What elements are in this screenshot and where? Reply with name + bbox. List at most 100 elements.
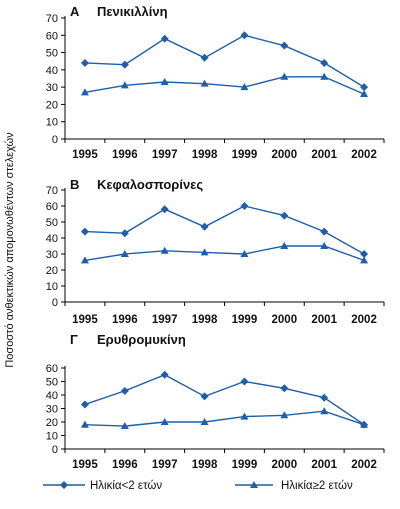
data-point-triangle xyxy=(360,256,369,264)
data-point-diamond xyxy=(200,222,209,231)
data-point-diamond xyxy=(200,392,209,401)
panel-2: B Κεφαλοσπορίνες 0 10 20 30 40 50 60 70 1995 1996 19… xyxy=(46,177,385,326)
series-under2 xyxy=(80,370,369,429)
series-over2 xyxy=(80,407,369,430)
legend-label-under2: Ηλικία<2 ετών xyxy=(90,480,162,492)
data-point-diamond xyxy=(320,58,329,67)
data-point-diamond xyxy=(280,384,289,393)
x-tick-label: 2002 xyxy=(351,459,377,471)
data-point-triangle xyxy=(240,250,249,257)
x-tick-label: 1999 xyxy=(232,459,258,471)
data-point-triangle xyxy=(160,246,169,254)
legend: Ηλικία<2 ετών Ηλικία≥2 ετών xyxy=(43,480,353,492)
y-tick-label: 30 xyxy=(46,404,58,416)
data-point-diamond xyxy=(280,211,289,220)
data-point-diamond xyxy=(240,202,249,210)
x-tick-label: 2001 xyxy=(311,149,337,161)
x-tick-label: 1995 xyxy=(72,149,98,161)
panel-title: Κεφαλοσπορίνες xyxy=(97,177,203,192)
x-tick-label: 1996 xyxy=(112,459,138,471)
y-axis-label: Ποσοστό ανθεκτικών απομονωθέντων στελεχώ… xyxy=(4,132,16,368)
data-point-diamond xyxy=(80,58,89,67)
data-point-triangle xyxy=(240,412,249,420)
panel-letter: A xyxy=(70,4,80,19)
legend-label-over2: Ηλικία≥2 ετών xyxy=(281,480,353,492)
x-tick-label: 1998 xyxy=(192,149,218,161)
x-tick-label: 1997 xyxy=(152,149,178,161)
y-tick-label: 50 xyxy=(46,377,58,389)
panel-letter: B xyxy=(70,177,79,192)
series-line xyxy=(84,205,365,255)
x-tick-label: 2002 xyxy=(351,314,377,326)
data-point-triangle xyxy=(120,422,129,430)
y-tick-label: 40 xyxy=(46,390,58,402)
x-tick-label: 2002 xyxy=(351,149,377,161)
series-over2 xyxy=(80,242,369,264)
data-point-triangle xyxy=(280,72,289,80)
data-point-triangle xyxy=(160,77,169,85)
y-tick-label: 20 xyxy=(46,417,58,429)
y-tick-label: 30 xyxy=(46,82,58,94)
x-tick-label: 1999 xyxy=(232,314,258,326)
data-point-triangle xyxy=(360,420,369,428)
x-tick-label: 1997 xyxy=(152,314,178,326)
data-point-triangle xyxy=(280,411,289,419)
x-tick-label: 2001 xyxy=(311,314,337,326)
series-under2 xyxy=(80,202,369,258)
y-tick-label: 50 xyxy=(46,48,58,60)
data-point-triangle xyxy=(80,256,89,264)
x-tick-label: 1998 xyxy=(192,314,218,326)
series-under2 xyxy=(80,31,369,92)
panel-title: Πενικιλλίνη xyxy=(97,4,168,19)
y-tick-label: 70 xyxy=(46,185,58,197)
data-point-diamond xyxy=(80,227,89,236)
data-point-triangle xyxy=(160,418,169,425)
data-point-diamond xyxy=(240,377,249,386)
data-point-diamond xyxy=(160,370,169,379)
series-line xyxy=(84,245,365,262)
y-tick-label: 10 xyxy=(46,431,58,443)
y-tick-label: 50 xyxy=(46,217,58,229)
data-point-triangle xyxy=(320,407,329,415)
x-tick-label: 2000 xyxy=(272,149,298,161)
y-tick-label: 20 xyxy=(46,265,58,277)
x-tick-label: 2001 xyxy=(311,459,337,471)
y-tick-label: 60 xyxy=(46,201,58,213)
x-tick-label: 1999 xyxy=(232,149,258,161)
data-point-diamond xyxy=(200,53,209,62)
x-tick-label: 1995 xyxy=(72,459,98,471)
y-tick-label: 60 xyxy=(46,363,58,375)
data-point-triangle xyxy=(360,90,369,98)
data-point-diamond xyxy=(80,400,89,409)
data-point-triangle xyxy=(320,242,329,249)
y-tick-label: 10 xyxy=(46,117,58,129)
y-tick-label: 40 xyxy=(46,65,58,77)
panel-1: A Πενικιλλίνη 0 10 20 30 40 50 60 70 1995 1996 1997 1… xyxy=(46,4,385,161)
data-point-diamond xyxy=(120,60,129,69)
data-point-diamond xyxy=(120,229,129,238)
x-tick-label: 2000 xyxy=(272,314,298,326)
data-point-diamond xyxy=(280,41,289,50)
y-tick-label: 20 xyxy=(46,99,58,111)
y-tick-label: 0 xyxy=(52,134,58,146)
data-point-triangle xyxy=(200,418,209,425)
data-point-diamond xyxy=(360,83,369,92)
data-point-diamond xyxy=(320,393,329,402)
x-tick-label: 1996 xyxy=(112,314,138,326)
y-tick-label: 10 xyxy=(46,281,58,293)
data-point-diamond xyxy=(160,34,169,43)
series-line xyxy=(84,76,365,95)
series-line xyxy=(84,374,365,426)
data-point-triangle xyxy=(80,420,89,428)
data-point-diamond xyxy=(240,31,249,40)
x-tick-label: 2000 xyxy=(272,459,298,471)
data-point-triangle xyxy=(120,250,129,257)
legend-triangle-marker xyxy=(250,481,258,488)
panel-letter: Γ xyxy=(70,332,78,347)
data-point-diamond xyxy=(360,250,369,258)
data-point-triangle xyxy=(80,88,89,96)
y-tick-label: 70 xyxy=(46,13,58,25)
